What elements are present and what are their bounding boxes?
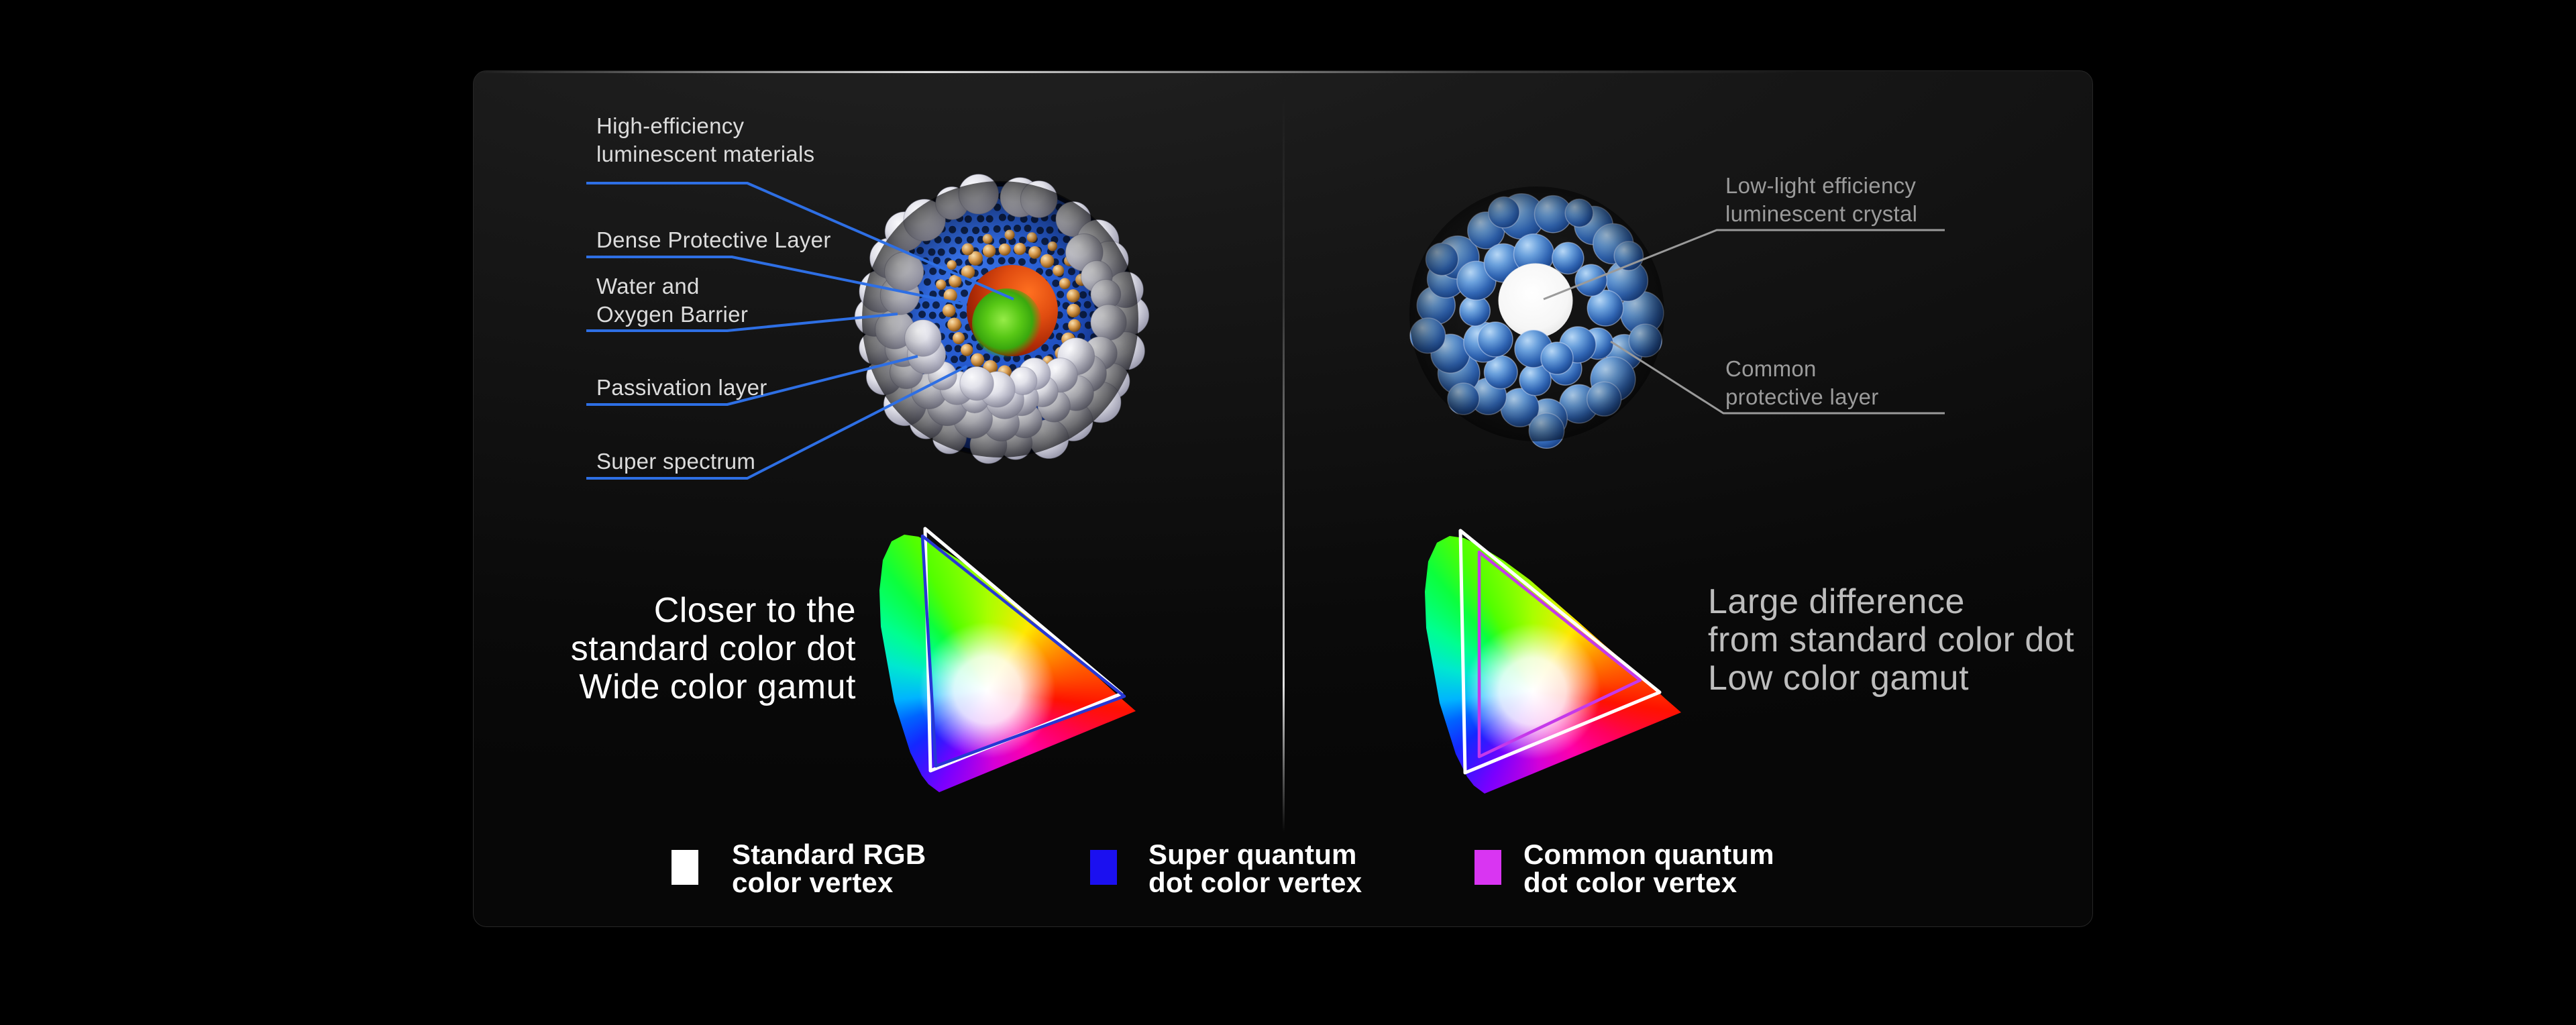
caption-wide-color-gamut: Closer to the standard color dot Wide co…: [541, 592, 856, 706]
callout-low-light-efficiency-luminescent-crystal: Low-light efficiency luminescent crystal: [1725, 172, 1917, 228]
callout-passivation-layer: Passivation layer: [596, 374, 767, 402]
callout-line: Water and: [596, 274, 700, 299]
caption-line: Closer to the: [653, 591, 856, 630]
gamut-triangles-left: [920, 527, 1126, 773]
legend-label-standard-rgb: Standard RGB color vertex: [732, 841, 926, 897]
panel-top-highlight-line: [474, 71, 2092, 73]
callout-line: protective layer: [1725, 384, 1879, 409]
legend-label-super-quantum-dot: Super quantum dot color vertex: [1148, 841, 1362, 897]
nanoparticle-spheres-and-connector-lines-canvas: [586, 174, 1945, 480]
caption-line: Wide color gamut: [579, 667, 856, 706]
callout-line: Super spectrum: [596, 449, 756, 474]
cie-diagram-left: [878, 514, 1141, 794]
callout-line: High-efficiency: [596, 113, 745, 138]
legend-label-line: color vertex: [732, 867, 894, 898]
callout-high-efficiency-luminescent-materials: High-efficiency luminescent materials: [596, 112, 814, 168]
legend-label-line: Standard RGB: [732, 839, 926, 870]
legend-swatch-standard-rgb: [672, 850, 698, 885]
callout-line: Passivation layer: [596, 375, 767, 400]
callout-line: luminescent materials: [596, 142, 815, 166]
callout-dense-protective-layer: Dense Protective Layer: [596, 226, 831, 254]
label-connector-lines: [586, 182, 1945, 480]
gamut-triangles-right: [1458, 529, 1662, 775]
caption-line: Large difference: [1708, 582, 1965, 621]
callout-line: Dense Protective Layer: [596, 227, 831, 252]
caption-line: Low color gamut: [1708, 659, 1970, 698]
callout-water-and-oxygen-barrier: Water and Oxygen Barrier: [596, 272, 748, 329]
legend-label-common-quantum-dot: Common quantum dot color vertex: [1523, 841, 1774, 897]
legend-label-line: Super quantum: [1148, 839, 1357, 870]
common-quantum-dot-sphere-illustration: [1409, 186, 1664, 449]
cie-diagram-right: [1424, 515, 1686, 795]
legend-label-line: Common quantum: [1523, 839, 1774, 870]
legend-swatch-super-quantum-dot: [1090, 850, 1117, 885]
legend-label-line: dot color vertex: [1523, 867, 1737, 898]
panel-divider-line: [1283, 95, 1285, 832]
callout-line: Oxygen Barrier: [596, 302, 749, 327]
caption-low-color-gamut: Large difference from standard color dot…: [1708, 583, 2074, 698]
callout-super-spectrum: Super spectrum: [596, 447, 755, 476]
legend-label-line: dot color vertex: [1148, 867, 1362, 898]
callout-line: Common: [1725, 356, 1817, 381]
caption-line: from standard color dot: [1708, 621, 2075, 659]
callout-line: Low-light efficiency: [1725, 173, 1917, 198]
callout-line: luminescent crystal: [1725, 201, 1918, 226]
quantum-dot-comparison-panel: High-efficiency luminescent materials De…: [473, 70, 2093, 927]
caption-line: standard color dot: [570, 629, 856, 668]
callout-common-protective-layer: Common protective layer: [1725, 355, 1879, 411]
super-quantum-dot-sphere-illustration: [854, 174, 1150, 464]
legend-swatch-common-quantum-dot: [1474, 850, 1501, 885]
